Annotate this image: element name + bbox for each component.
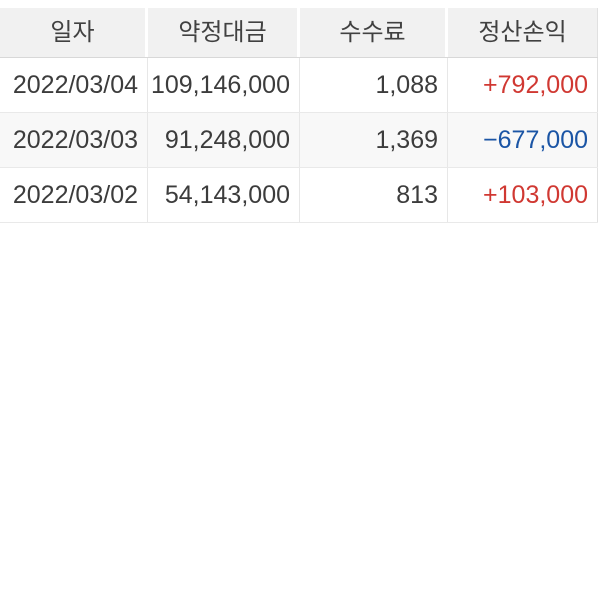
cell-contract-amount: 91,248,000 <box>148 113 300 167</box>
column-header-contract-amount: 약정대금 <box>148 8 300 57</box>
cell-contract-amount: 109,146,000 <box>148 58 300 112</box>
cell-contract-amount: 54,143,000 <box>148 168 300 222</box>
cell-settlement-pnl: +103,000 <box>448 168 598 222</box>
table-row: 2022/03/03 91,248,000 1,369 −677,000 <box>0 113 598 168</box>
table-header-row: 일자 약정대금 수수료 정산손익 <box>0 8 598 58</box>
cell-settlement-pnl: −677,000 <box>448 113 598 167</box>
cell-fee: 813 <box>300 168 448 222</box>
daily-pnl-table: 일자 약정대금 수수료 정산손익 2022/03/04 109,146,000 … <box>0 8 598 223</box>
column-header-fee: 수수료 <box>300 8 448 57</box>
table-row: 2022/03/04 109,146,000 1,088 +792,000 <box>0 58 598 113</box>
column-header-date: 일자 <box>0 8 148 57</box>
cell-date: 2022/03/03 <box>0 113 148 167</box>
table-row: 2022/03/02 54,143,000 813 +103,000 <box>0 168 598 223</box>
cell-settlement-pnl: +792,000 <box>448 58 598 112</box>
cell-date: 2022/03/04 <box>0 58 148 112</box>
cell-fee: 1,369 <box>300 113 448 167</box>
cell-fee: 1,088 <box>300 58 448 112</box>
column-header-settlement-pnl: 정산손익 <box>448 8 598 57</box>
cell-date: 2022/03/02 <box>0 168 148 222</box>
